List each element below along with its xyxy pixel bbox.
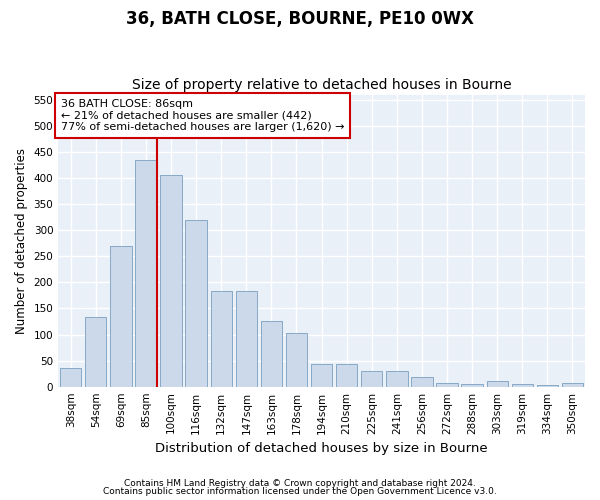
Bar [261, 322, 282, 386]
Bar [361, 371, 382, 386]
Bar [487, 382, 508, 386]
Bar [110, 246, 131, 386]
Bar [185, 220, 207, 386]
Text: 36 BATH CLOSE: 86sqm
← 21% of detached houses are smaller (442)
77% of semi-deta: 36 BATH CLOSE: 86sqm ← 21% of detached h… [61, 99, 344, 132]
Bar [512, 384, 533, 386]
Bar [211, 291, 232, 386]
Bar [236, 291, 257, 386]
Bar [436, 383, 458, 386]
Text: Contains public sector information licensed under the Open Government Licence v3: Contains public sector information licen… [103, 487, 497, 496]
Text: Contains HM Land Registry data © Crown copyright and database right 2024.: Contains HM Land Registry data © Crown c… [124, 478, 476, 488]
Bar [286, 333, 307, 386]
Y-axis label: Number of detached properties: Number of detached properties [15, 148, 28, 334]
Bar [461, 384, 483, 386]
Bar [336, 364, 358, 386]
Bar [136, 160, 157, 386]
X-axis label: Distribution of detached houses by size in Bourne: Distribution of detached houses by size … [155, 442, 488, 455]
Bar [160, 176, 182, 386]
Bar [85, 318, 106, 386]
Bar [537, 385, 558, 386]
Bar [386, 371, 407, 386]
Bar [411, 377, 433, 386]
Bar [311, 364, 332, 386]
Text: 36, BATH CLOSE, BOURNE, PE10 0WX: 36, BATH CLOSE, BOURNE, PE10 0WX [126, 10, 474, 28]
Title: Size of property relative to detached houses in Bourne: Size of property relative to detached ho… [132, 78, 511, 92]
Bar [60, 368, 82, 386]
Bar [562, 382, 583, 386]
